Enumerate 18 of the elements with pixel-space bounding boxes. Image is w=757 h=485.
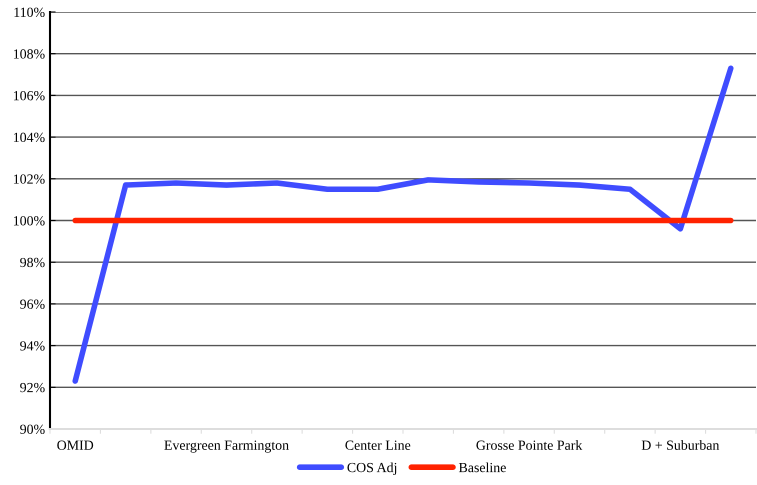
x-tick-label: Center Line bbox=[345, 440, 410, 450]
y-tick-label: 102% bbox=[14, 174, 45, 184]
legend-label: Baseline bbox=[458, 462, 506, 472]
y-tick-label: 90% bbox=[20, 424, 45, 434]
legend-label: COS Adj bbox=[347, 462, 396, 476]
x-tick-label: OMID bbox=[57, 440, 94, 450]
y-tick-label: 96% bbox=[20, 299, 45, 309]
y-tick-label: 92% bbox=[20, 382, 45, 392]
y-tick-label: 98% bbox=[20, 258, 45, 268]
y-tick-label: 104% bbox=[14, 132, 45, 142]
y-tick-label: 110% bbox=[14, 8, 45, 17]
x-tick-label: Evergreen Farmington bbox=[164, 440, 289, 453]
y-tick-label: 94% bbox=[20, 341, 45, 351]
y-tick-label: 100% bbox=[14, 216, 45, 226]
x-tick-label: Grosse Pointe Park bbox=[476, 440, 582, 450]
x-tick-label: D + Suburban bbox=[642, 440, 720, 450]
y-tick-label: 108% bbox=[14, 49, 45, 59]
y-tick-label: 106% bbox=[14, 90, 45, 100]
